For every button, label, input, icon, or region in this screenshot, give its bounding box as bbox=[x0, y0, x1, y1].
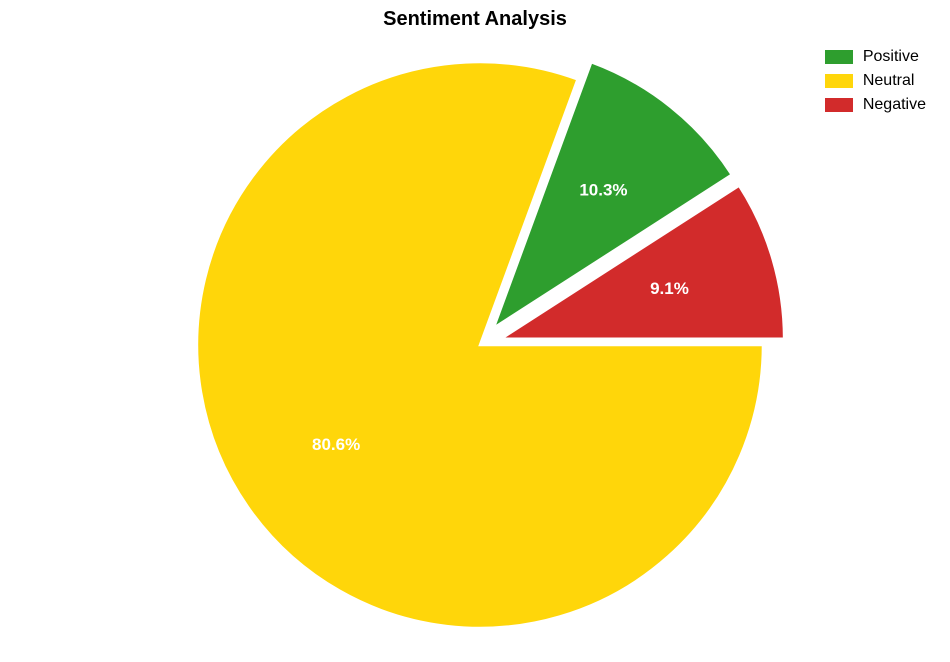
pie-label-positive: 10.3% bbox=[579, 180, 627, 199]
legend-item-negative: Negative bbox=[825, 96, 926, 114]
legend-label-neutral: Neutral bbox=[863, 72, 915, 90]
legend-item-positive: Positive bbox=[825, 48, 926, 66]
legend-label-positive: Positive bbox=[863, 48, 919, 66]
sentiment-pie-chart: Sentiment Analysis 80.6%10.3%9.1% Positi… bbox=[0, 0, 950, 662]
legend: Positive Neutral Negative bbox=[825, 48, 926, 120]
legend-item-neutral: Neutral bbox=[825, 72, 926, 90]
legend-swatch-positive bbox=[825, 50, 853, 64]
pie-label-negative: 9.1% bbox=[650, 279, 689, 298]
legend-swatch-neutral bbox=[825, 74, 853, 88]
legend-label-negative: Negative bbox=[863, 96, 926, 114]
pie-svg: 80.6% 10.3% 9.1% bbox=[0, 0, 950, 662]
pie-label-neutral: 80.6% bbox=[312, 435, 360, 454]
legend-swatch-negative bbox=[825, 98, 853, 112]
